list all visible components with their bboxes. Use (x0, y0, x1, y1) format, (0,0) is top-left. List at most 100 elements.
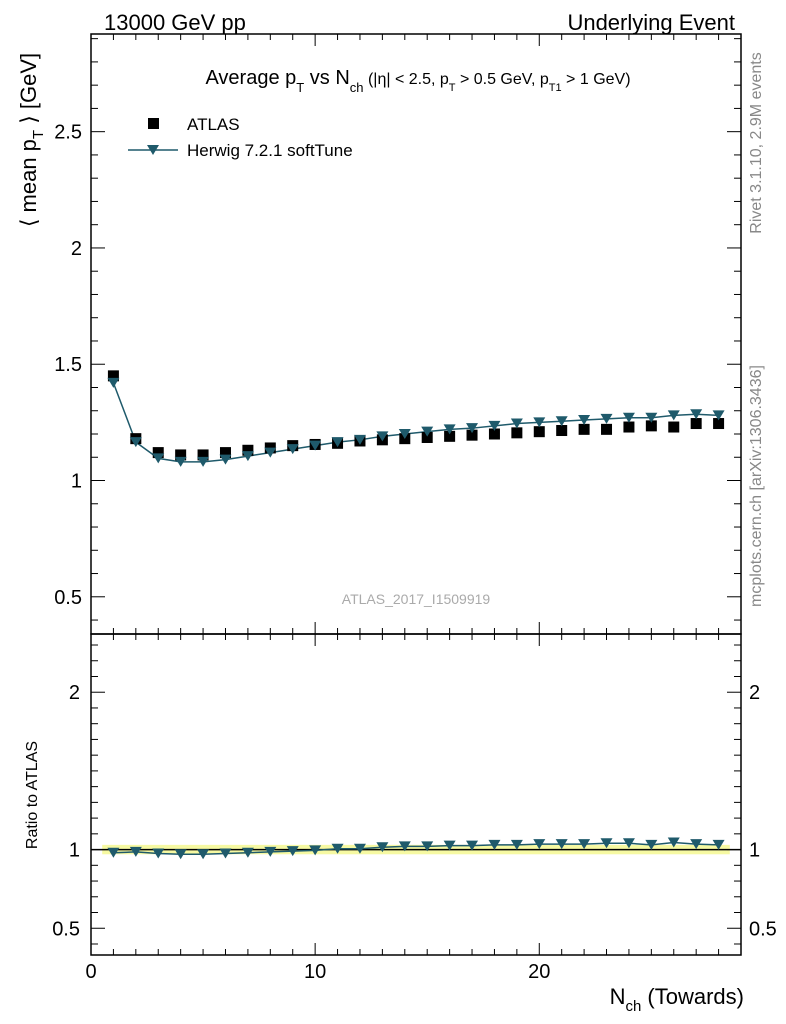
atlas-point (197, 449, 209, 461)
ratio-tick-label: 0.5 (52, 918, 80, 940)
x-axis-label-post: (Towards) (641, 984, 744, 1009)
herwig-point (264, 447, 277, 458)
legend-atlas-label: ATLAS (187, 115, 240, 134)
herwig-point (645, 412, 658, 423)
legend: ATLAS Herwig 7.2.1 softTune (128, 115, 353, 160)
ratio-herwig-point (466, 840, 479, 851)
title-cuts-sub2: T1 (549, 82, 562, 94)
y-tick-label: 2 (71, 238, 82, 260)
header-right: Underlying Event (567, 10, 735, 35)
ratio-tick-label-right: 1 (749, 840, 760, 862)
x-axis-label: Nch (Towards) (610, 984, 744, 1015)
x-axis-label-sub: ch (625, 998, 641, 1015)
ratio-herwig-point (712, 839, 725, 850)
atlas-point (421, 431, 433, 443)
herwig-point (466, 423, 479, 434)
ratio-herwig-point (667, 837, 680, 848)
atlas-point (152, 447, 164, 459)
y-axis-label-post: ⟩ [GeV] (16, 53, 41, 130)
herwig-point (667, 410, 680, 421)
herwig-point (286, 444, 299, 455)
atlas-point (556, 425, 568, 437)
ratio-herwig-point (264, 846, 277, 857)
title-cuts-sub1: T (449, 82, 456, 94)
ratio-tick-label: 1 (69, 840, 80, 862)
herwig-point (331, 437, 344, 448)
ratio-herwig-point (488, 839, 501, 850)
y-tick-label: 2.5 (54, 122, 82, 144)
herwig-point (488, 420, 501, 431)
chart-title: Average pT vs Nch (|η| < 2.5, pT > 0.5 G… (205, 67, 630, 95)
ratio-herwig-point (578, 839, 591, 850)
herwig-point (690, 409, 703, 420)
axes: 0 10 20 0.5 1 1.5 2 2.5 0.5 0.5 1 1 2 2 (52, 33, 777, 983)
legend-atlas-marker (148, 118, 159, 129)
title-cuts-post: > 1 GeV) (562, 71, 631, 88)
ratio-herwig-point (353, 843, 366, 854)
herwig-point (533, 417, 546, 428)
herwig-point (555, 416, 568, 427)
mcplots-label: mcplots.cern.ch [arXiv:1306.3436] (748, 365, 765, 607)
ratio-herwig-point (309, 845, 322, 856)
ratio-herwig-point (174, 849, 187, 860)
atlas-point (107, 370, 119, 382)
ratio-herwig-point (286, 846, 299, 857)
atlas-point (466, 429, 478, 441)
ratio-herwig-point (398, 841, 411, 852)
y-tick-label: 1 (71, 471, 82, 493)
ratio-panel (91, 837, 741, 860)
herwig-point (107, 377, 120, 388)
ratio-herwig-point (129, 846, 142, 857)
herwig-point (219, 454, 232, 465)
atlas-point (242, 444, 254, 456)
y-tick-label: 0.5 (54, 587, 82, 609)
x-tick-label: 10 (304, 961, 326, 983)
ratio-herwig-point (241, 847, 254, 858)
atlas-point (645, 420, 657, 432)
herwig-point (353, 434, 366, 445)
atlas-point (533, 426, 545, 438)
ratio-herwig-point (152, 848, 165, 859)
title-cuts-pre: (|η| < 2.5, p (364, 71, 449, 88)
atlas-point (219, 447, 231, 459)
herwig-point (578, 415, 591, 426)
title-cuts-mid: > 0.5 GeV, p (456, 71, 549, 88)
ratio-herwig-point (600, 838, 613, 849)
rivet-label: Rivet 3.1.10, 2.9M events (748, 52, 765, 233)
ratio-herwig-point (376, 842, 389, 853)
ratio-herwig-point (219, 848, 232, 859)
ratio-tick-label-right: 2 (749, 682, 760, 704)
ratio-herwig-point (645, 839, 658, 850)
atlas-point (690, 418, 702, 430)
x-axis-label-pre: N (610, 984, 626, 1009)
herwig-line (112, 382, 719, 463)
herwig-point (129, 437, 142, 448)
title-sub1: T (296, 80, 304, 95)
title-pre: Average p (205, 67, 296, 89)
herwig-point (712, 410, 725, 421)
ratio-herwig-point (331, 843, 344, 854)
ratio-tick-label: 2 (69, 682, 80, 704)
atlas-point (175, 449, 187, 461)
atlas-point (511, 427, 523, 439)
y-axis-label-pre: ⟨ mean p (16, 139, 41, 227)
atlas-point (713, 418, 725, 430)
atlas-point (668, 421, 680, 433)
atlas-point (578, 423, 590, 435)
ratio-tick-label-right: 0.5 (749, 918, 777, 940)
x-tick-label: 0 (85, 961, 96, 983)
herwig-point (197, 456, 210, 467)
herwig-point (174, 456, 187, 467)
herwig-point (376, 431, 389, 442)
atlas-point (488, 428, 500, 440)
atlas-point (623, 421, 635, 433)
herwig-point (152, 453, 165, 464)
atlas-point (601, 423, 613, 435)
legend-herwig-label: Herwig 7.2.1 softTune (187, 141, 353, 160)
ratio-herwig-point (690, 839, 703, 850)
header-left: 13000 GeV pp (104, 10, 246, 35)
ratio-herwig-point (533, 839, 546, 850)
ratio-herwig-point (197, 849, 210, 860)
herwig-point (622, 412, 635, 423)
ratio-herwig-point (107, 847, 120, 858)
